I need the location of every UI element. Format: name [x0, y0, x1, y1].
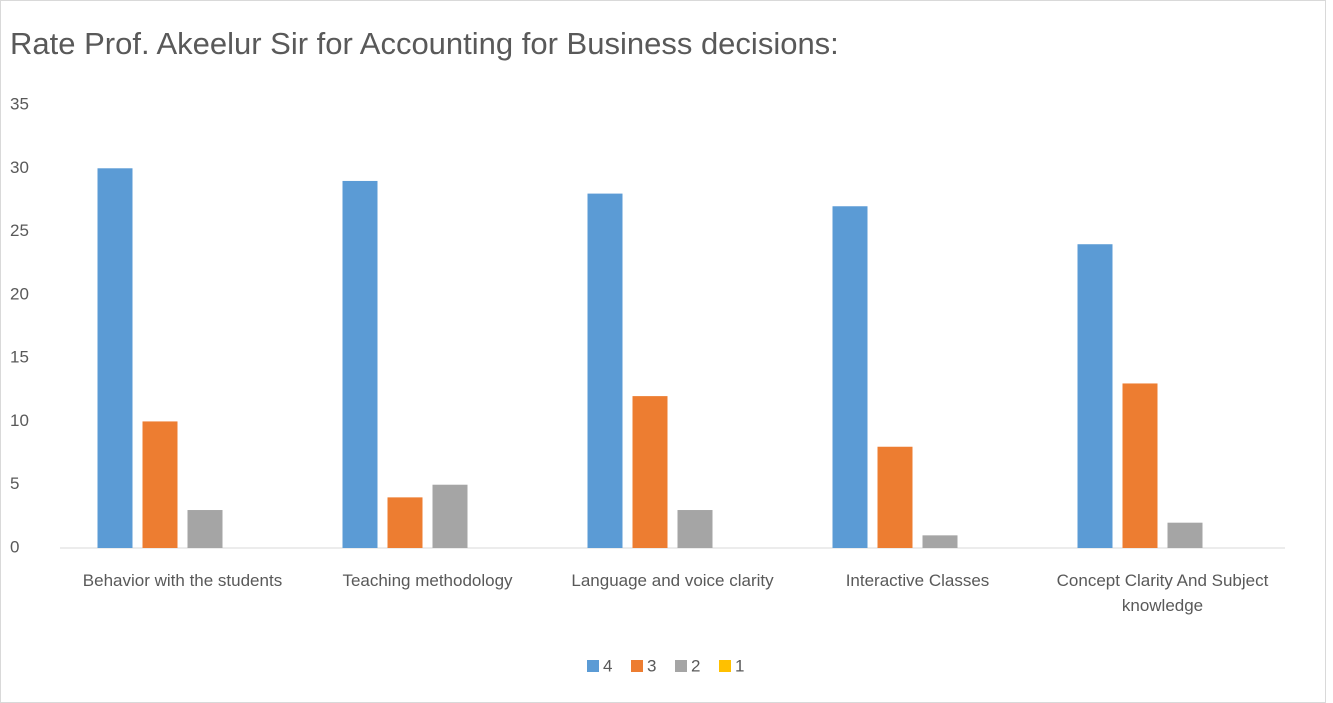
- bar: [587, 193, 623, 548]
- legend-swatch: [719, 660, 731, 672]
- legend-label: 4: [603, 656, 612, 675]
- bar: [832, 206, 868, 548]
- legend-swatch: [631, 660, 643, 672]
- y-tick-label: 30: [10, 158, 29, 177]
- x-tick-label: Interactive Classes: [845, 571, 990, 590]
- bar: [97, 168, 133, 549]
- x-tick-label: Language and voice clarity: [571, 571, 774, 590]
- legend-label: 1: [735, 656, 744, 675]
- x-tick-label: Concept Clarity And Subject knowledge: [1056, 571, 1269, 615]
- bar: [877, 446, 913, 548]
- y-tick-label: 15: [10, 348, 29, 367]
- legend-label: 2: [691, 656, 700, 675]
- legend-label: 3: [647, 656, 656, 675]
- x-tick-label: Behavior with the students: [82, 571, 283, 590]
- bar: [1077, 244, 1113, 548]
- bar: [342, 180, 378, 548]
- chart-title: Rate Prof. Akeelur Sir for Accounting fo…: [10, 26, 839, 61]
- bar: [677, 510, 713, 548]
- bar: [432, 484, 468, 548]
- legend-swatch: [675, 660, 687, 672]
- bar: [1122, 383, 1158, 548]
- legend-swatch: [587, 660, 599, 672]
- y-tick-label: 5: [10, 474, 19, 493]
- bar: [187, 510, 223, 548]
- y-tick-label: 10: [10, 411, 29, 430]
- y-tick-label: 35: [10, 94, 29, 113]
- y-tick-label: 25: [10, 221, 29, 240]
- y-tick-label: 0: [10, 537, 19, 556]
- bar: [632, 396, 668, 548]
- bar: [922, 535, 958, 548]
- bar: [387, 497, 423, 548]
- bar: [142, 421, 178, 548]
- x-tick-label: Teaching methodology: [342, 571, 513, 590]
- bar: [1167, 522, 1203, 548]
- y-tick-label: 20: [10, 284, 29, 303]
